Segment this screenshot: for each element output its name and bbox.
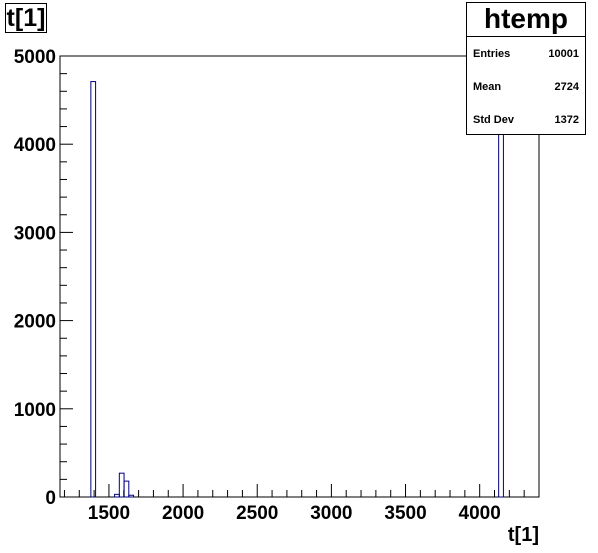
stats-label: Entries (473, 48, 511, 60)
histogram-bin (498, 74, 504, 498)
stats-label: Mean (473, 81, 502, 93)
y-tick-label: 1000 (14, 400, 56, 421)
y-axis-ticks: 0 1000 2000 3000 4000 5000 (14, 47, 73, 509)
x-tick-label: 1500 (88, 503, 130, 524)
x-tick-label: 4000 (459, 503, 501, 524)
y-tick-label: 0 (45, 488, 56, 509)
x-tick-label: 3500 (384, 503, 426, 524)
y-tick-label: 3000 (14, 223, 56, 244)
x-tick-label: 2500 (236, 503, 278, 524)
plot-frame (59, 55, 540, 498)
stats-value: 1372 (554, 114, 579, 126)
histogram-bin (128, 494, 135, 498)
x-axis-title: t[1] (508, 524, 539, 546)
histogram-name: htemp (467, 3, 585, 37)
x-tick-label: 3000 (310, 503, 352, 524)
y-tick-label: 4000 (14, 135, 56, 156)
y-tick-label: 2000 (14, 312, 56, 333)
stats-label: Std Dev (473, 114, 514, 126)
histogram-bin (90, 81, 97, 498)
stats-value: 10001 (548, 48, 579, 60)
x-axis-ticks: 1500 2000 2500 3000 3500 4000 (63, 484, 540, 524)
stats-value: 2724 (554, 81, 579, 93)
stats-box: htemp Entries 10001 Mean 2724 Std Dev 13… (466, 2, 586, 135)
stats-row-mean: Mean 2724 (467, 70, 585, 103)
stats-row-entries: Entries 10001 (467, 37, 585, 70)
chart-title: t[1] (5, 3, 47, 33)
histogram-bin (123, 480, 130, 498)
x-tick-label: 2000 (162, 503, 204, 524)
stats-row-std-dev: Std Dev 1372 (467, 103, 585, 136)
y-tick-label: 5000 (14, 47, 56, 68)
histogram-bin (114, 493, 120, 498)
histogram-bars (90, 74, 504, 498)
